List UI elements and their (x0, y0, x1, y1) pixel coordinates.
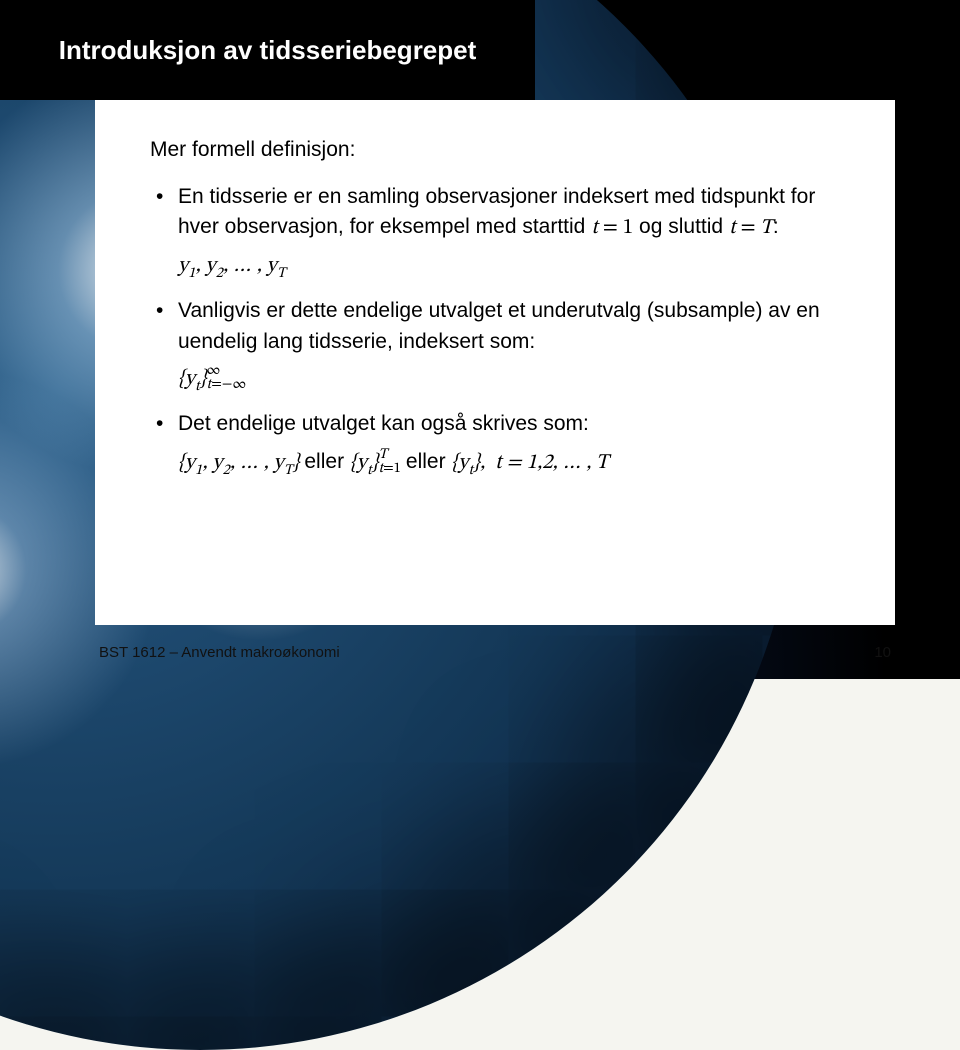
footer-left: BST 1612 – Anvendt makroøkonomi (99, 644, 340, 661)
content-box: Mer formell definisjon: En tidsserie er … (95, 100, 895, 625)
formula-1: y1, y2, … , yT (150, 250, 840, 284)
bullet-list-3: Det endelige utvalget kan også skrives s… (150, 409, 840, 439)
footer-page-number: 10 (874, 644, 891, 661)
formula-2: {yt}∞t=−∞ (150, 363, 840, 397)
bullet-1-math-2: t = T (729, 217, 773, 238)
footer: BST 1612 – Anvendt makroøkonomi 10 (95, 644, 895, 661)
formula-3: {y1, y2, … , yT} eller {yt}Tt=1 eller {y… (150, 446, 840, 481)
lead-text: Mer formell definisjon: (150, 138, 840, 162)
bullet-1-text-b: og sluttid (633, 215, 729, 238)
bullet-list-2: Vanligvis er dette endelige utvalget et … (150, 296, 840, 357)
slide-title: Introduksjon av tidsseriebegrepet (59, 35, 477, 66)
bullet-3: Det endelige utvalget kan også skrives s… (150, 409, 840, 439)
bullet-2: Vanligvis er dette endelige utvalget et … (150, 296, 840, 357)
bullet-list: En tidsserie er en samling observasjoner… (150, 182, 840, 244)
title-bar: Introduksjon av tidsseriebegrepet (0, 0, 535, 100)
bullet-1-text-c: : (773, 215, 779, 238)
bullet-1: En tidsserie er en samling observasjoner… (150, 182, 840, 244)
bullet-1-math-1: t = 1 (591, 217, 633, 238)
